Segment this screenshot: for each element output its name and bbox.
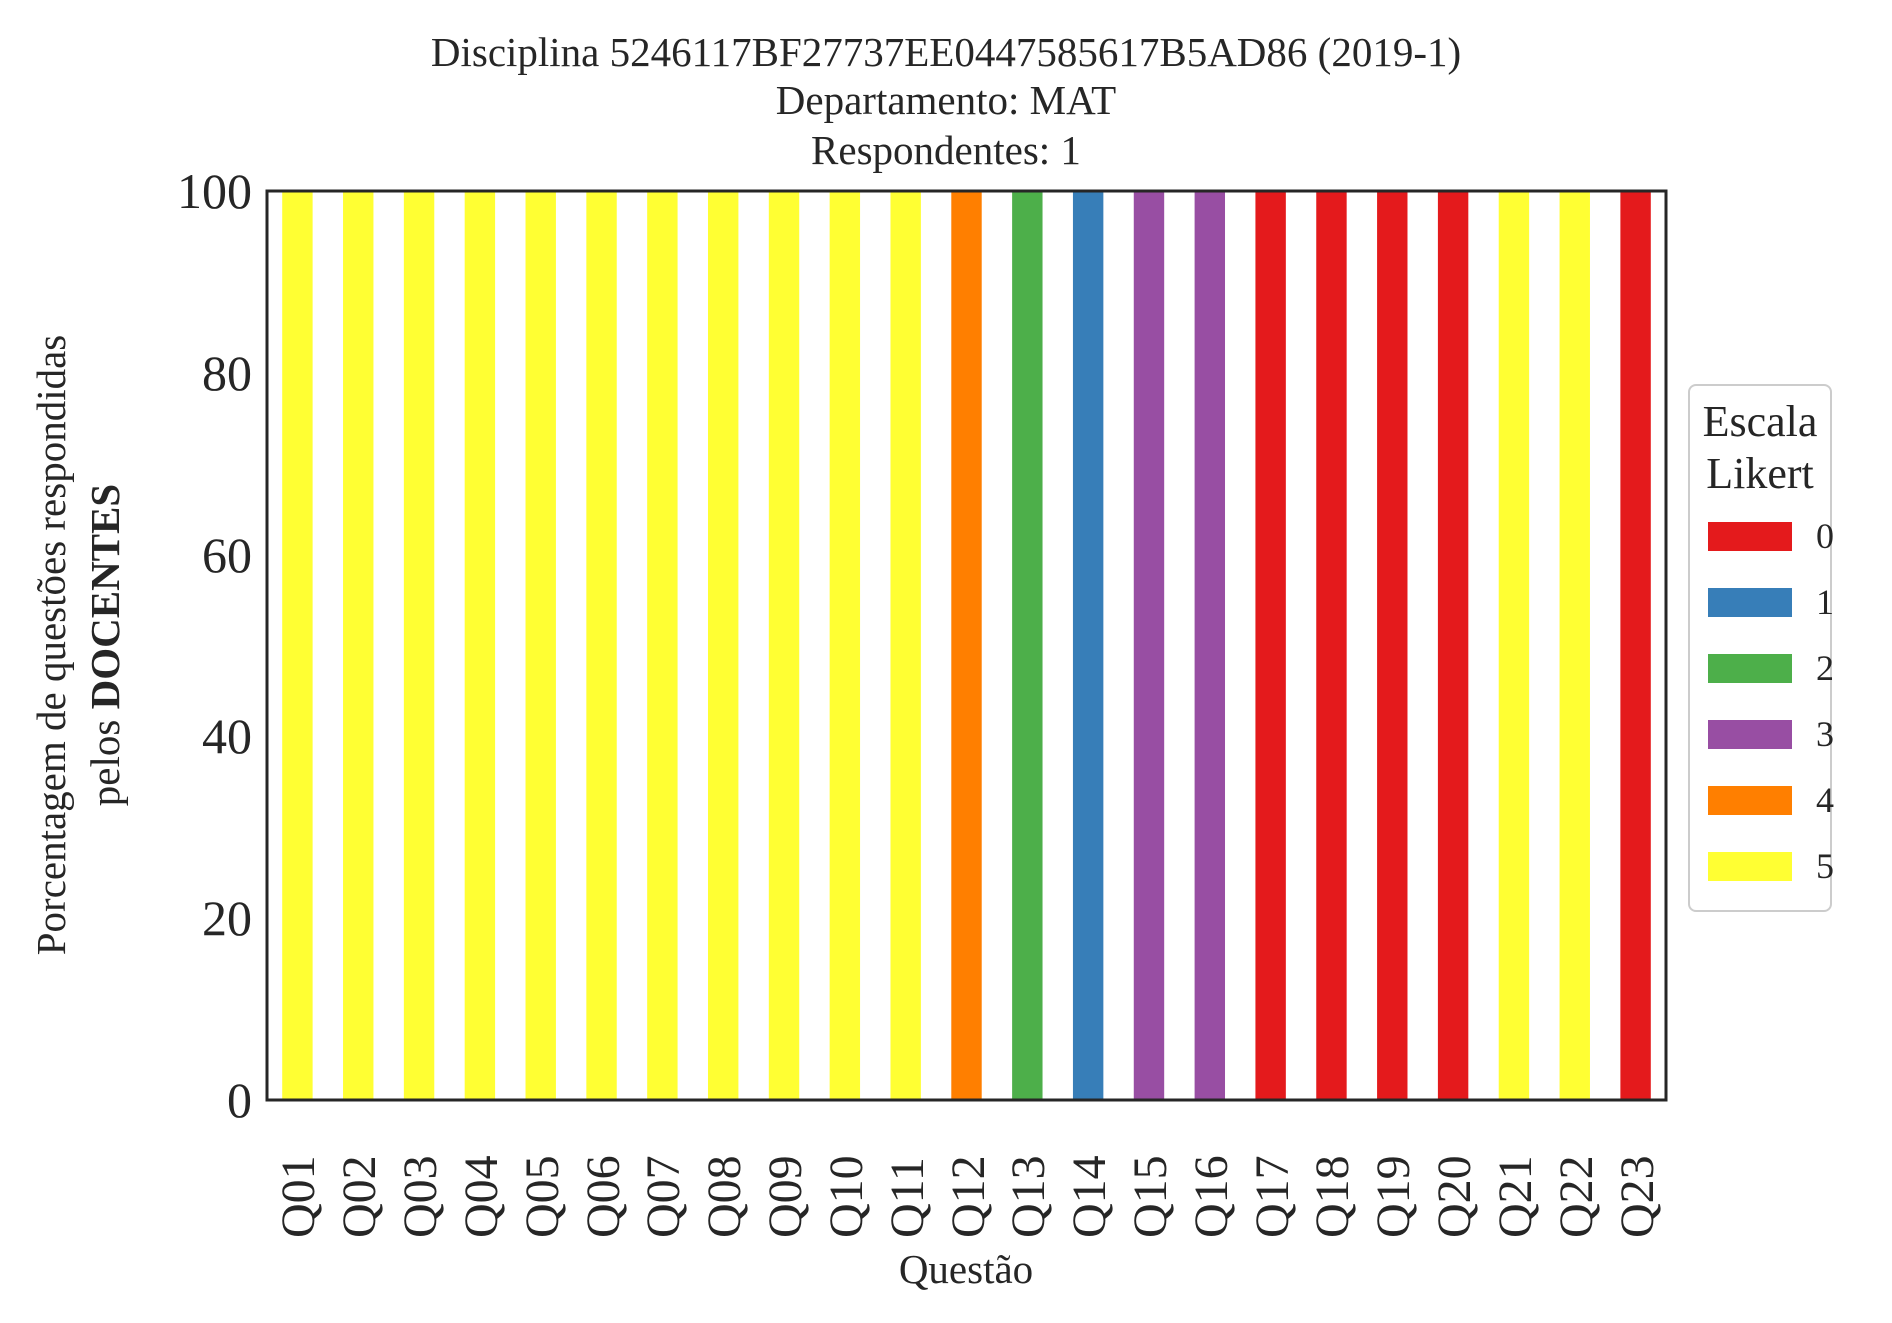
legend-swatch — [1708, 852, 1792, 881]
x-tick-label: Q04 — [454, 1155, 508, 1238]
y-tick-label: 40 — [202, 708, 252, 765]
bar-q02-scale-5 — [343, 191, 374, 1100]
bar-q17-scale-0 — [1255, 191, 1286, 1100]
x-tick-label: Q05 — [515, 1155, 569, 1238]
y-tick-label: 60 — [202, 526, 252, 583]
legend-label: 1 — [1816, 582, 1834, 622]
y-axis-label-prefix: pelos — [82, 709, 128, 807]
legend-title-line-2: Likert — [1706, 449, 1814, 498]
bar-q14-scale-1 — [1072, 191, 1104, 1100]
x-tick-label: Q03 — [394, 1155, 448, 1238]
y-axis-label-bold: DOCENTES — [82, 483, 128, 710]
bar-q13-scale-2 — [1012, 191, 1043, 1100]
bar-q20-scale-0 — [1437, 191, 1469, 1100]
x-tick-label: Q19 — [1367, 1155, 1421, 1238]
legend-title: Escala Likert — [1690, 396, 1830, 500]
x-tick-label: Q10 — [819, 1155, 873, 1238]
x-tick-label: Q11 — [880, 1157, 934, 1238]
x-tick-label: Q07 — [637, 1155, 691, 1238]
legend-swatch — [1708, 654, 1792, 683]
legend-title-line-1: Escala — [1702, 397, 1818, 446]
y-tick-label: 0 — [227, 1072, 252, 1128]
bar-q04-scale-5 — [464, 191, 496, 1100]
x-tick-label: Q21 — [1488, 1155, 1542, 1238]
x-tick-label: Q18 — [1306, 1155, 1360, 1238]
legend-label: 5 — [1816, 846, 1834, 886]
x-tick-label: Q22 — [1549, 1155, 1603, 1238]
legend-swatch — [1708, 522, 1792, 551]
x-axis-label: Questão — [898, 1246, 1034, 1292]
x-tick-label: Q12 — [941, 1155, 995, 1238]
title-line-3: Respondentes: 1 — [811, 127, 1081, 173]
bar-q15-scale-3 — [1133, 191, 1165, 1100]
y-tick-label: 20 — [202, 890, 252, 947]
legend-label: 4 — [1816, 780, 1834, 820]
x-tick-label: Q14 — [1063, 1155, 1117, 1238]
bar-q19-scale-0 — [1377, 191, 1408, 1100]
legend-swatch — [1708, 720, 1792, 749]
x-tick-label: Q17 — [1245, 1155, 1299, 1238]
bar-q18-scale-0 — [1316, 191, 1347, 1100]
bar-q01-scale-5 — [282, 191, 313, 1100]
bar-q12-scale-4 — [951, 191, 982, 1100]
bar-q23-scale-0 — [1620, 191, 1651, 1100]
x-tick-label: Q08 — [698, 1155, 752, 1238]
bar-q16-scale-3 — [1194, 191, 1226, 1100]
legend-label: 2 — [1816, 648, 1834, 688]
x-tick-label: Q01 — [272, 1155, 326, 1238]
plot-frame — [265, 189, 1668, 1102]
legend-swatch — [1708, 786, 1792, 815]
y-axis-label-line-2: pelos DOCENTES — [78, 265, 132, 1025]
x-tick-label: Q15 — [1123, 1155, 1177, 1238]
y-axis-label: Porcentagem de questões respondidas pelo… — [24, 265, 132, 1025]
bar-q09-scale-5 — [768, 191, 800, 1100]
title-line-1: Disciplina 5246117BF27737EE0447585617B5A… — [430, 29, 1462, 75]
bar-q06-scale-5 — [586, 191, 617, 1100]
x-tick-label: Q16 — [1184, 1155, 1238, 1238]
x-tick-label: Q20 — [1428, 1155, 1482, 1238]
bar-q03-scale-5 — [403, 191, 435, 1100]
x-tick-label: Q02 — [333, 1155, 387, 1238]
x-tick-label: Q09 — [759, 1155, 813, 1238]
legend-label: 3 — [1816, 714, 1834, 754]
legend: Escala Likert 0 1 2 3 4 5 — [1688, 384, 1834, 912]
title-line-2: Departamento: MAT — [775, 77, 1117, 123]
legend-label: 0 — [1816, 516, 1834, 556]
legend-swatch — [1708, 588, 1792, 617]
x-tick-label: Q06 — [576, 1155, 630, 1238]
bar-q10-scale-5 — [829, 191, 861, 1100]
y-tick-label: 100 — [177, 163, 252, 219]
y-axis-label-line-1: Porcentagem de questões respondidas — [28, 334, 74, 956]
bar-q11-scale-5 — [890, 191, 921, 1100]
bar-q08-scale-5 — [707, 191, 739, 1100]
x-tick-label: Q23 — [1610, 1155, 1664, 1238]
y-tick-label: 80 — [202, 344, 252, 401]
bar-q22-scale-5 — [1559, 191, 1590, 1100]
x-tick-label: Q13 — [1002, 1155, 1056, 1238]
bar-q07-scale-5 — [647, 191, 678, 1100]
bar-q05-scale-5 — [525, 191, 556, 1100]
bar-q21-scale-5 — [1498, 191, 1530, 1100]
